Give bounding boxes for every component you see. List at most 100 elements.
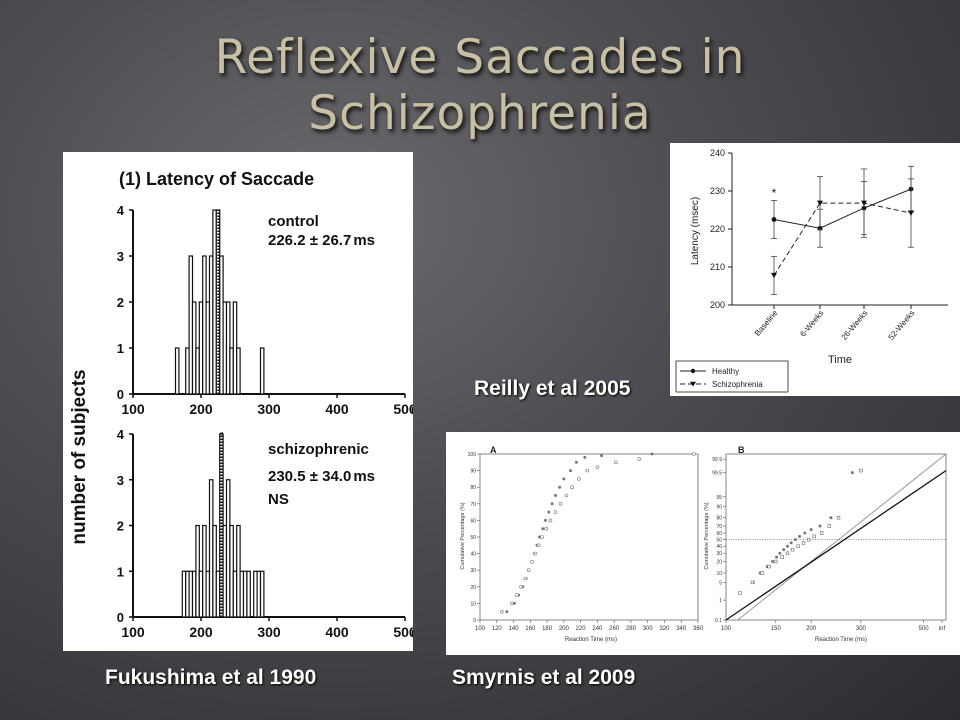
control-stat-unit: ms bbox=[353, 232, 375, 249]
panel-a-point bbox=[515, 593, 519, 597]
panel-a-point bbox=[523, 576, 528, 581]
panel-b-point bbox=[790, 547, 795, 552]
histogram-bar bbox=[236, 347, 241, 395]
panel-a-point bbox=[510, 601, 514, 606]
control-stat-value: 226.2 ± 26.7 bbox=[268, 232, 351, 249]
panel-a-point bbox=[540, 535, 544, 539]
panel-b-point bbox=[789, 541, 793, 545]
line-y-tick-label: 210 bbox=[710, 262, 725, 272]
panel-b-point bbox=[812, 534, 816, 539]
panel-b-x-tick-label: 100 bbox=[721, 626, 732, 632]
panel-a-y-tick-label: 30 bbox=[470, 568, 476, 574]
histogram-x-tick-label: 300 bbox=[257, 401, 281, 417]
panel-a-point bbox=[600, 454, 604, 458]
panel-b-point bbox=[785, 544, 789, 548]
panel-a-x-tick-label: 120 bbox=[492, 626, 503, 632]
panel-b-point bbox=[859, 468, 863, 473]
panel-b-fit-line bbox=[725, 470, 947, 621]
panel-b-x-tick-label: 200 bbox=[806, 626, 817, 632]
histogram-x-tick-label: 500 bbox=[393, 401, 413, 417]
histogram-x-unit: ms bbox=[411, 625, 413, 640]
panel-a-point bbox=[574, 460, 578, 464]
panel-a-point bbox=[526, 568, 531, 572]
panel-a-x-tick-label: 300 bbox=[643, 626, 654, 632]
panel-a-point bbox=[558, 502, 563, 506]
panel-b-x-tick-label: 300 bbox=[856, 626, 867, 632]
panel-b-point bbox=[803, 531, 807, 535]
panel-b-x-tick-label: 150 bbox=[771, 626, 782, 632]
histogram-x-tick-label: 400 bbox=[325, 624, 349, 640]
slide-title-line2: Schizophrenia bbox=[308, 86, 652, 141]
panel-b-y-tick-label: 0.1 bbox=[715, 618, 722, 624]
histogram-y-tick-label: 1 bbox=[117, 341, 124, 356]
histogram-y-tick-label: 0 bbox=[117, 610, 124, 625]
panel-b-point bbox=[760, 571, 764, 575]
panel-b-point bbox=[850, 471, 854, 475]
fukushima-chart-panel: (1) Latency of Saccade number of subject… bbox=[63, 152, 430, 651]
panel-b-point bbox=[796, 544, 800, 548]
control-stat-text: 226.2 ± 26.7 ms bbox=[268, 232, 375, 249]
panel-a-y-tick-label: 10 bbox=[470, 601, 476, 607]
panel-a-point bbox=[547, 510, 551, 514]
panel-a-y-label: Cumulative Percentage (%) bbox=[460, 502, 466, 569]
panel-b-y-tick-label: 1 bbox=[719, 598, 722, 604]
panel-a-point bbox=[533, 551, 538, 556]
line-x-tick-label: Baseline bbox=[753, 308, 780, 338]
panel-b-fit-line bbox=[737, 453, 947, 621]
histogram-x-unit: ms bbox=[411, 402, 413, 417]
panel-a-x-tick-label: 100 bbox=[475, 626, 486, 632]
panel-a-point bbox=[564, 493, 569, 498]
panel-b-x-tick-label: inf bbox=[939, 626, 946, 632]
panel-a-point bbox=[505, 610, 509, 614]
panel-b-point bbox=[778, 551, 782, 555]
panel-a-point bbox=[558, 485, 562, 489]
panel-a-point bbox=[538, 535, 542, 539]
panel-a-y-tick-label: 20 bbox=[470, 585, 476, 591]
histogram-bar bbox=[259, 347, 265, 395]
line-y-tick-label: 200 bbox=[710, 300, 725, 310]
line-x-label: Time bbox=[828, 354, 852, 366]
panel-a-point bbox=[519, 585, 523, 589]
histogram-x-tick-label: 400 bbox=[325, 401, 349, 417]
panel-a-y-tick-label: 60 bbox=[470, 518, 476, 524]
panel-b-point bbox=[750, 580, 755, 585]
panel-a-y-tick-label: 90 bbox=[470, 469, 476, 475]
panel-b-y-tick-label: 50 bbox=[716, 538, 722, 544]
line-y-tick-label: 230 bbox=[710, 186, 725, 196]
histogram-x-tick-label: 200 bbox=[189, 401, 213, 417]
panel-a-x-tick-label: 180 bbox=[542, 626, 553, 632]
histogram-y-label: number of subjects bbox=[69, 369, 90, 544]
latency-histogram: (1) Latency of Saccade number of subject… bbox=[69, 169, 430, 640]
panel-a-point bbox=[543, 518, 547, 522]
panel-b-label: B bbox=[738, 445, 745, 455]
schizophrenic-stat-value: 230.5 ± 34.0 bbox=[268, 468, 351, 485]
line-x-tick-label: 26-Weeks bbox=[840, 309, 870, 342]
panel-a-point bbox=[548, 518, 553, 523]
panel-a-x-tick-label: 360 bbox=[693, 626, 704, 632]
panel-b-point bbox=[738, 591, 742, 595]
data-point bbox=[771, 272, 777, 279]
histogram-y-tick-label: 0 bbox=[117, 387, 124, 402]
baseline-significance-marker: * bbox=[772, 186, 777, 200]
panel-a-point bbox=[585, 468, 590, 473]
panel-b-x-tick-label: 500 bbox=[919, 626, 930, 632]
panel-a-label: A bbox=[490, 445, 497, 455]
panel-a-point bbox=[650, 452, 654, 456]
panel-b-point bbox=[806, 537, 811, 542]
caption-smyrnis: Smyrnis et al 2009 bbox=[452, 666, 636, 689]
panel-b-point bbox=[809, 528, 813, 532]
panel-a-y-tick-label: 0 bbox=[473, 618, 476, 624]
histogram-x-tick-label: 300 bbox=[257, 624, 281, 640]
histogram-y-tick-label: 2 bbox=[117, 295, 124, 310]
histogram-title: (1) Latency of Saccade bbox=[119, 169, 314, 189]
histogram-y-tick-label: 1 bbox=[117, 564, 124, 579]
smyrnis-chart-panel: A Reaction Time (ms) Cumulative Percenta… bbox=[446, 432, 960, 655]
panel-a-point bbox=[553, 494, 557, 497]
schizophrenic-stat-text: 230.5 ± 34.0 ms bbox=[268, 468, 375, 485]
panel-a-x-tick-label: 200 bbox=[559, 626, 570, 632]
panel-a-y-tick-label: 100 bbox=[468, 452, 477, 458]
panel-b-x-label: Reaction Time (ms) bbox=[815, 637, 867, 643]
panel-a-x-tick-label: 320 bbox=[659, 626, 670, 632]
panel-a-point bbox=[583, 455, 587, 459]
histogram-x-tick-label: 200 bbox=[189, 624, 213, 640]
